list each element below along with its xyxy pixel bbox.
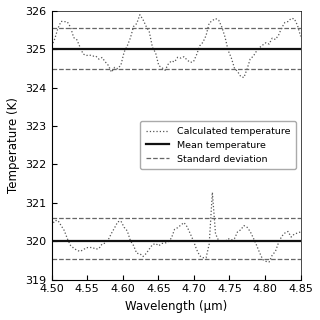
Y-axis label: Temperature (K): Temperature (K) bbox=[7, 97, 20, 193]
Calculated temperature bbox=[163, 68, 167, 72]
Calculated temperature bbox=[213, 17, 217, 20]
Calculated temperature bbox=[223, 35, 227, 39]
Legend: Calculated temperature, Mean temperature, Standard deviation: Calculated temperature, Mean temperature… bbox=[140, 121, 296, 169]
Calculated temperature bbox=[204, 34, 208, 37]
Line: Calculated temperature: Calculated temperature bbox=[52, 15, 300, 77]
Calculated temperature bbox=[50, 44, 53, 48]
Calculated temperature bbox=[242, 76, 246, 79]
Calculated temperature bbox=[201, 40, 205, 44]
Calculated temperature bbox=[299, 35, 302, 38]
Calculated temperature bbox=[138, 13, 142, 17]
X-axis label: Wavelength (μm): Wavelength (μm) bbox=[125, 300, 227, 313]
Calculated temperature bbox=[276, 33, 280, 37]
